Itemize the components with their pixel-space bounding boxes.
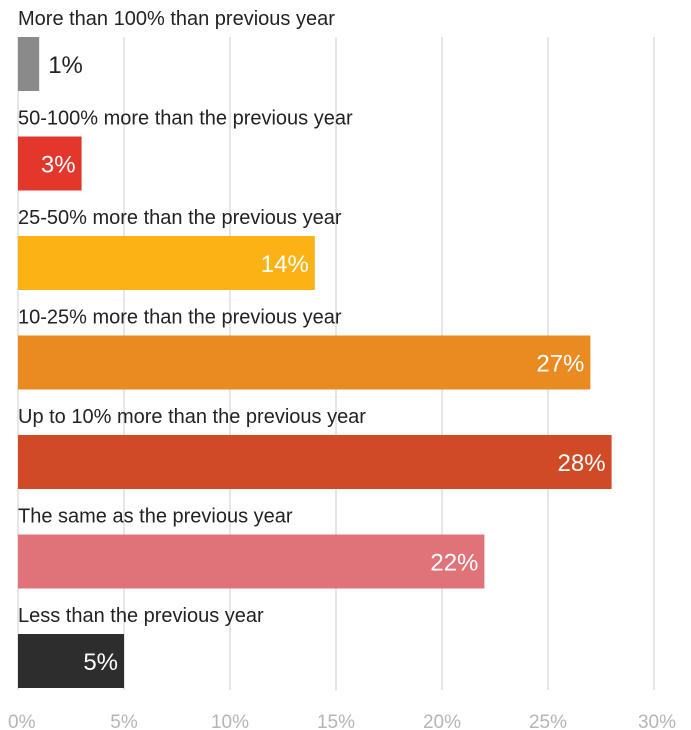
x-tick-label: 0% [8,712,36,730]
category-label: Up to 10% more than the previous year [18,406,366,428]
x-tick-label: 10% [211,712,249,730]
bars: More than 100% than previous year 1% 50-10… [18,8,612,688]
category-label: More than 100% than previous year [18,8,335,30]
x-tick-label: 5% [110,712,138,730]
x-axis-ticks: 0% 5% 10% 15% 20% 25% 30% [8,712,676,730]
value-label: 27% [536,351,584,378]
x-tick-label: 25% [529,712,567,730]
bar [18,534,485,589]
value-label: 28% [558,450,606,477]
x-tick-label: 20% [423,712,461,730]
value-label: 22% [430,550,478,577]
value-label: 14% [261,251,309,278]
category-label: Less than the previous year [18,605,264,627]
bar [18,136,82,191]
bar [18,634,124,688]
bar [18,435,612,489]
category-label: The same as the previous year [18,506,293,528]
category-label: 10-25% more than the previous year [18,307,342,329]
x-tick-label: 15% [317,712,355,730]
x-tick-label: 30% [638,712,676,730]
value-label: 5% [83,649,118,676]
bar [18,236,315,290]
value-label: 1% [48,52,83,79]
value-label: 3% [41,152,76,179]
bar [18,37,40,91]
bar [18,335,591,390]
category-label: 50-100% more than the previous year [18,108,353,130]
category-label: 25-50% more than the previous year [18,207,342,229]
